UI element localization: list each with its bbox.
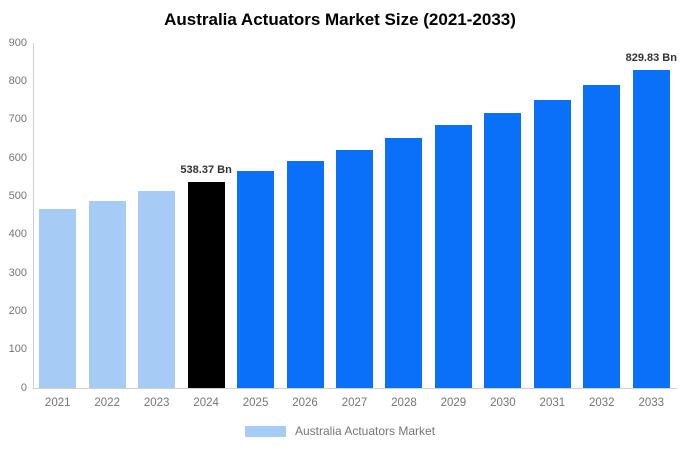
legend-label[interactable]: Australia Actuators Market bbox=[294, 424, 436, 438]
bar-2030[interactable] bbox=[484, 113, 522, 388]
x-tick-label-2033: 2033 bbox=[638, 397, 665, 409]
chart-title: Australia Actuators Market Size (2021-20… bbox=[164, 10, 516, 29]
bar-2021[interactable] bbox=[39, 209, 77, 388]
x-tick-label-2026: 2026 bbox=[292, 397, 318, 409]
y-tick-label: 900 bbox=[8, 36, 27, 49]
x-tick-label-2024: 2024 bbox=[193, 397, 219, 409]
x-tick-label-2027: 2027 bbox=[341, 397, 368, 409]
bar-2028[interactable] bbox=[385, 137, 423, 388]
y-tick-label: 100 bbox=[8, 343, 27, 356]
bar-value-label-2024: 538.37 Bn bbox=[180, 163, 232, 176]
y-tick-label: 800 bbox=[8, 74, 27, 87]
x-tick-label-2022: 2022 bbox=[94, 397, 120, 409]
bar-2033[interactable] bbox=[632, 69, 670, 388]
x-tick-label-2032: 2032 bbox=[589, 397, 615, 409]
bar-2023[interactable] bbox=[138, 191, 176, 388]
legend-swatch-icon[interactable] bbox=[244, 425, 286, 437]
x-tick-label-2023: 2023 bbox=[143, 397, 170, 409]
bar-2025[interactable] bbox=[237, 171, 275, 388]
legend: Australia Actuators Market bbox=[0, 424, 680, 438]
x-tick-label-2028: 2028 bbox=[391, 397, 417, 409]
plot-area bbox=[33, 43, 677, 389]
x-tick-label-2025: 2025 bbox=[242, 397, 269, 409]
x-tick-label-2021: 2021 bbox=[44, 397, 71, 409]
bar-2026[interactable] bbox=[286, 160, 324, 388]
x-tick-label-2031: 2031 bbox=[539, 397, 566, 409]
bar-2027[interactable] bbox=[336, 149, 373, 388]
bar-2032[interactable] bbox=[583, 85, 621, 388]
y-tick-label: 500 bbox=[8, 189, 27, 202]
y-tick-label: 200 bbox=[8, 304, 27, 317]
bar-2031[interactable] bbox=[533, 99, 571, 388]
bar-2022[interactable] bbox=[88, 200, 126, 388]
bar-value-label-2033: 829.83 Bn bbox=[625, 51, 677, 64]
y-tick-label: 600 bbox=[8, 151, 27, 164]
x-tick-label-2029: 2029 bbox=[440, 397, 467, 409]
bar-2029[interactable] bbox=[434, 125, 472, 388]
x-tick-label-2030: 2030 bbox=[490, 397, 516, 409]
y-tick-label: 700 bbox=[8, 113, 27, 126]
bar-2024[interactable] bbox=[187, 181, 225, 388]
y-tick-label: 400 bbox=[8, 228, 27, 241]
y-tick-label: 0 bbox=[20, 381, 27, 394]
y-tick-label: 300 bbox=[8, 266, 27, 279]
